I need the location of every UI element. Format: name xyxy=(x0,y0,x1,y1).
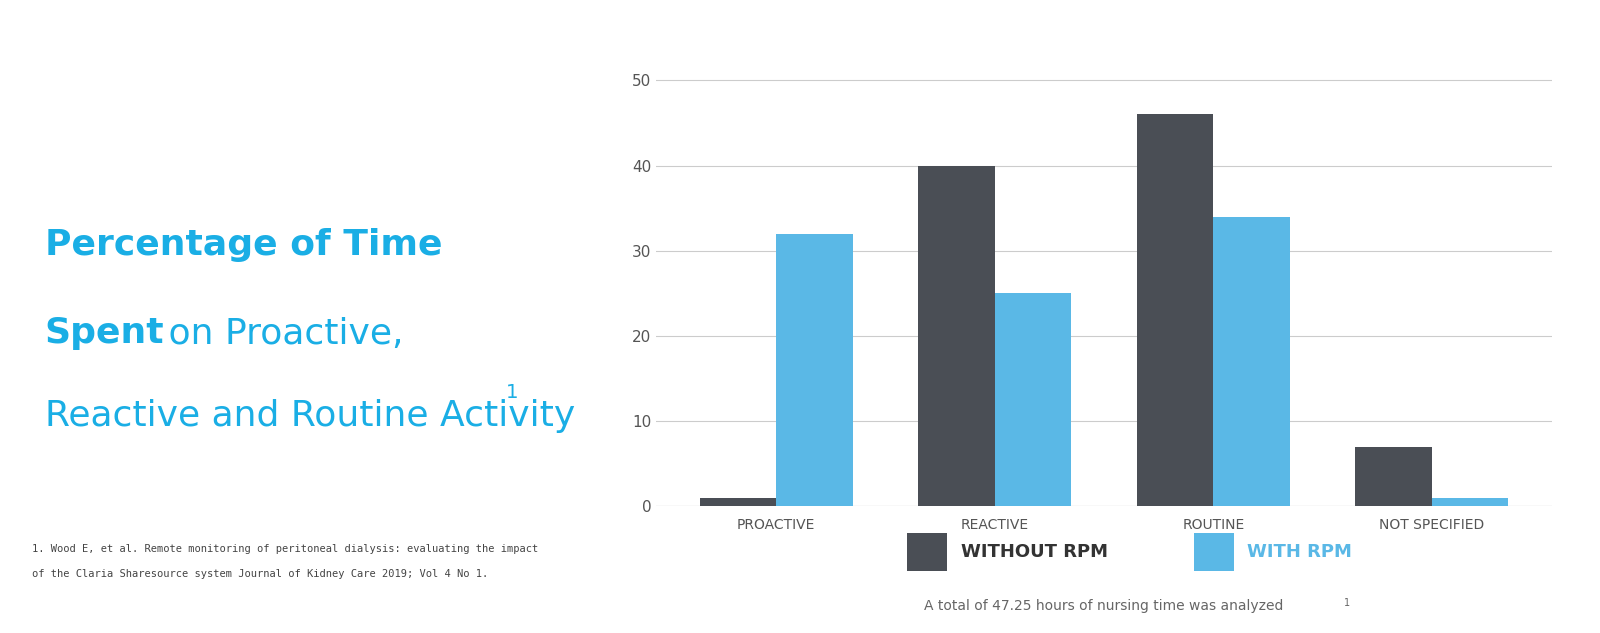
Bar xyxy=(1355,447,1432,506)
Text: 1. Wood E, et al. Remote monitoring of peritoneal dialysis: evaluating the impac: 1. Wood E, et al. Remote monitoring of p… xyxy=(32,544,538,554)
Bar xyxy=(1136,115,1213,506)
Text: A total of 47.25 hours of nursing time was analyzed: A total of 47.25 hours of nursing time w… xyxy=(925,599,1283,613)
Text: 1: 1 xyxy=(1344,598,1350,608)
Text: WITHOUT RPM: WITHOUT RPM xyxy=(960,544,1107,561)
Text: on Proactive,: on Proactive, xyxy=(157,316,403,351)
Text: WITH RPM: WITH RPM xyxy=(1248,544,1352,561)
Bar xyxy=(699,498,776,506)
Bar xyxy=(995,293,1072,506)
Bar xyxy=(1213,216,1290,506)
Bar xyxy=(918,166,995,506)
Text: of the Claria Sharesource system Journal of Kidney Care 2019; Vol 4 No 1.: of the Claria Sharesource system Journal… xyxy=(32,569,488,579)
Bar xyxy=(907,533,947,571)
Text: Percentage of Time: Percentage of Time xyxy=(45,228,442,262)
Text: 1: 1 xyxy=(506,383,518,402)
Text: Reactive and Routine Activity: Reactive and Routine Activity xyxy=(45,399,574,433)
Bar xyxy=(1194,533,1234,571)
Text: Spent: Spent xyxy=(45,316,165,351)
Bar xyxy=(1432,498,1509,506)
Bar xyxy=(776,234,853,506)
